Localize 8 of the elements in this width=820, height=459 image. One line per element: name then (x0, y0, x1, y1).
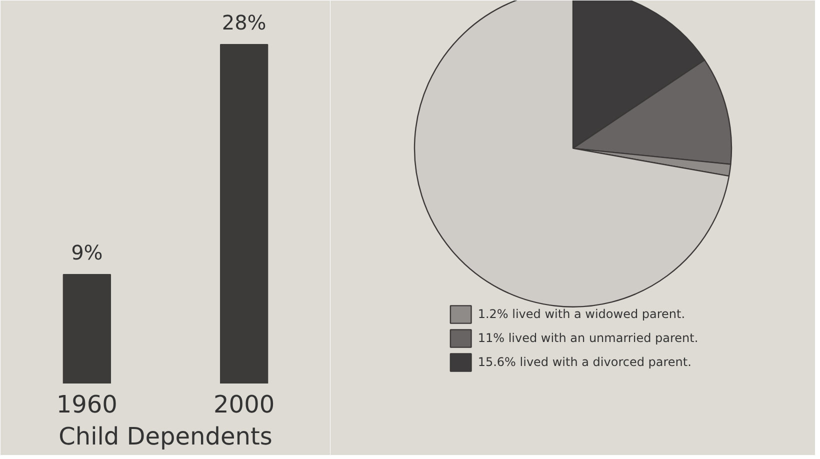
legend-label: 11% lived with an unmarried parent. (478, 331, 698, 345)
data-label: 9% (71, 240, 103, 265)
x-tick-label: 1960 (56, 390, 118, 418)
text: Child Dependents (58, 422, 272, 450)
legend-label: 1.2% lived with a widowed parent. (478, 307, 686, 321)
x-tick-label: 2000 (214, 390, 275, 418)
data-label: 28% (222, 10, 266, 35)
legend-label: 15.6% lived with a divorced parent. (478, 355, 692, 369)
